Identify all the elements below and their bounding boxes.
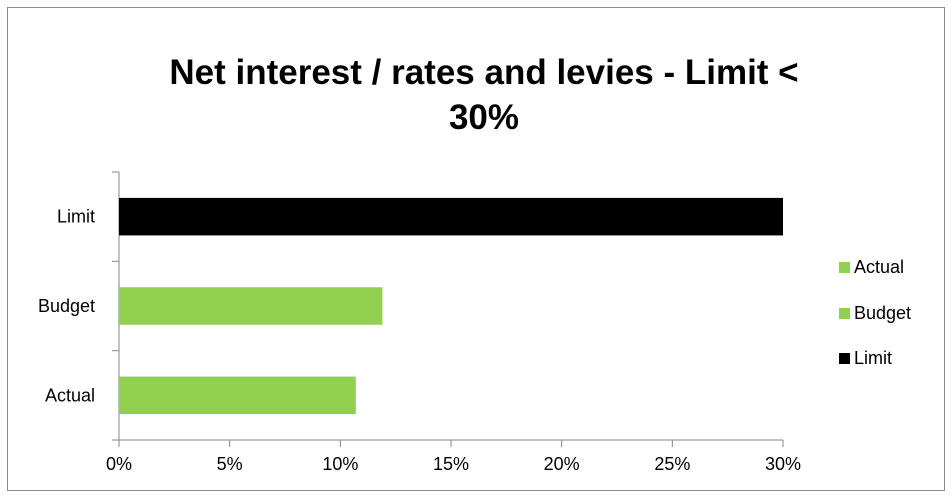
- category-label-budget: Budget: [38, 296, 95, 316]
- chart-frame: Net interest / rates and levies - Limit …: [7, 7, 945, 491]
- category-label-limit: Limit: [57, 207, 95, 227]
- legend: Actual Budget Limit: [839, 257, 911, 368]
- x-tick-label: 0%: [106, 454, 132, 474]
- legend-label-actual: Actual: [854, 257, 904, 277]
- legend-label-limit: Limit: [854, 348, 892, 368]
- x-tick-label: 10%: [322, 454, 358, 474]
- plot-area: Actual Budget Limit 0% 5% 10% 15% 20% 25% 30%: [38, 171, 801, 474]
- chart-title-line-1: Net interest / rates and levies - Limit …: [169, 53, 798, 92]
- bar-budget: [119, 287, 383, 325]
- legend-swatch-budget: [839, 308, 850, 319]
- legend-swatch-limit: [839, 353, 850, 364]
- legend-swatch-actual: [839, 262, 850, 273]
- bar-limit: [119, 197, 783, 236]
- x-tick-label: 20%: [544, 454, 580, 474]
- x-tick-label: 25%: [654, 454, 690, 474]
- chart-svg: Net interest / rates and levies - Limit …: [38, 53, 911, 474]
- category-label-actual: Actual: [45, 385, 95, 405]
- x-tick-label: 5%: [217, 454, 243, 474]
- chart-title-line-2: 30%: [449, 98, 519, 137]
- legend-label-budget: Budget: [854, 303, 911, 323]
- bar-actual: [119, 376, 356, 415]
- x-tick-label: 15%: [433, 454, 469, 474]
- x-tick-label: 30%: [765, 454, 801, 474]
